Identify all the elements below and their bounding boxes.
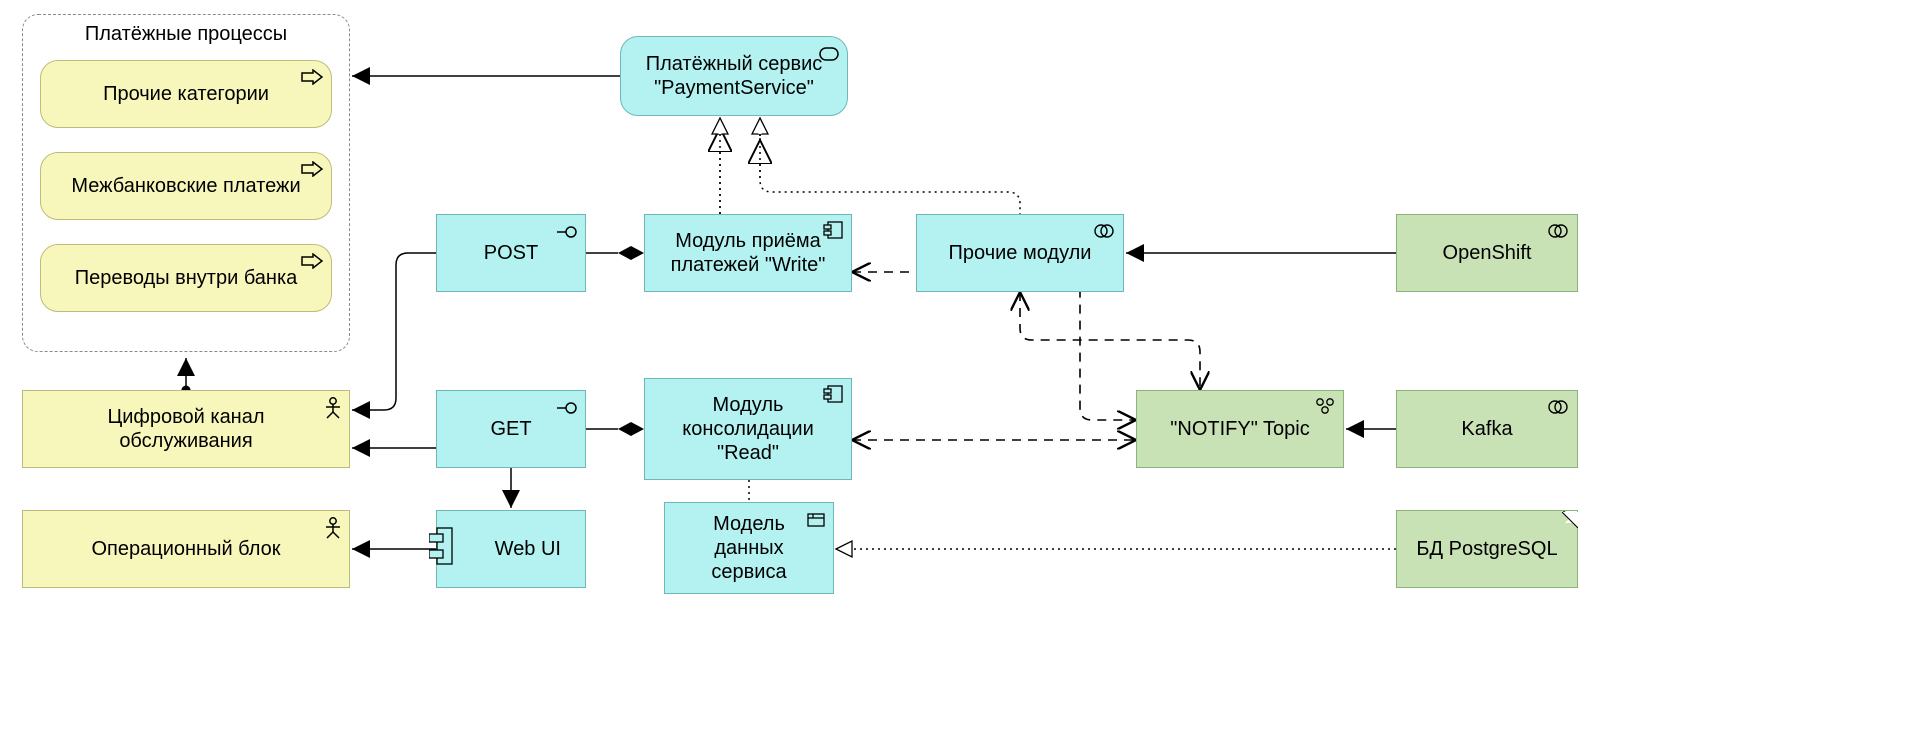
node-other-mods: Прочие модули [916,214,1124,292]
diagram-stage: Платёжные процессы Прочие категории Межб… [0,0,1914,750]
node-label: "NOTIFY" Topic [1170,417,1309,441]
interface-block-icon [429,526,453,572]
node-label: БД PostgreSQL [1416,537,1557,561]
node-mod-write: Модуль приёма платежей "Write" [644,214,852,292]
node-cat-interbank: Межбанковские платежи [40,152,332,220]
app-service-icon [819,43,839,67]
node-web-ui: Web UI [436,510,586,588]
node-label: Модуль приёма платежей "Write" [668,229,828,277]
node-label: OpenShift [1443,241,1532,265]
data-object-icon [807,509,825,533]
node-label: Прочие категории [103,82,269,106]
process-group-title: Платёжные процессы [23,23,349,46]
node-postgres: БД PostgreSQL [1396,510,1578,588]
node-icon [1547,221,1569,245]
process-arrow-icon [301,67,323,91]
artifact-icon [1315,397,1335,421]
node-cat-internal: Переводы внутри банка [40,244,332,312]
node-label: Переводы внутри банка [75,266,298,290]
process-arrow-icon [301,251,323,275]
node-label: GET [490,417,531,441]
node-label: Прочие модули [949,241,1092,265]
provided-interface-icon [557,221,577,245]
node-label: Межбанковские платежи [71,174,300,198]
node-kafka: Kafka [1396,390,1578,468]
node-data-model: Модель данных сервиса [664,502,834,594]
note-fold-icon [1562,510,1578,534]
node-label: POST [484,241,538,265]
node-post: POST [436,214,586,292]
node-icon [1547,397,1569,421]
actor-icon [325,397,341,425]
collaboration-icon [1093,221,1115,245]
node-get: GET [436,390,586,468]
node-label: Цифровой канал обслуживания [71,405,301,453]
node-label: Модель данных сервиса [689,512,809,584]
node-op-block: Операционный блок [22,510,350,588]
node-label: Операционный блок [91,537,280,561]
actor-icon [325,517,341,545]
component-icon [823,221,843,245]
node-label: Платёжный сервис "PaymentService" [631,52,837,100]
provided-interface-icon [557,397,577,421]
node-notify-topic: "NOTIFY" Topic [1136,390,1344,468]
node-mod-read: Модуль консолидации "Read" [644,378,852,480]
node-cat-other: Прочие категории [40,60,332,128]
node-label: Модуль консолидации "Read" [668,393,828,465]
node-digital-channel: Цифровой канал обслуживания [22,390,350,468]
process-arrow-icon [301,159,323,183]
node-payment-service: Платёжный сервис "PaymentService" [620,36,848,116]
component-icon [823,385,843,409]
node-label: Kafka [1461,417,1512,441]
node-openshift: OpenShift [1396,214,1578,292]
node-label: Web UI [495,537,561,561]
